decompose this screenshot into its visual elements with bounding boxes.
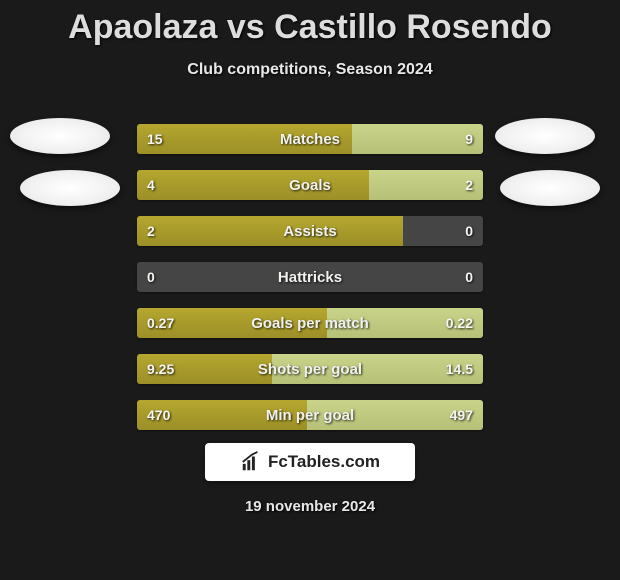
- date-label: 19 november 2024: [0, 498, 620, 515]
- stat-value-right: 2: [465, 170, 473, 200]
- stat-row: 0.27Goals per match0.22: [137, 308, 483, 338]
- stat-label: Hattricks: [137, 262, 483, 292]
- stat-row: 470Min per goal497: [137, 400, 483, 430]
- page-subtitle: Club competitions, Season 2024: [0, 61, 620, 79]
- stat-value-right: 14.5: [446, 354, 473, 384]
- stat-row: 4Goals2: [137, 170, 483, 200]
- stat-label: Goals: [137, 170, 483, 200]
- stat-value-right: 497: [450, 400, 473, 430]
- stat-label: Matches: [137, 124, 483, 154]
- brand-badge: FcTables.com: [205, 443, 415, 481]
- stat-row: 0Hattricks0: [137, 262, 483, 292]
- chart-icon: [240, 451, 262, 473]
- stat-label: Min per goal: [137, 400, 483, 430]
- page-title: Apaolaza vs Castillo Rosendo: [0, 0, 620, 47]
- stat-row: 2Assists0: [137, 216, 483, 246]
- stat-value-right: 9: [465, 124, 473, 154]
- decorative-ellipse: [495, 118, 595, 154]
- decorative-ellipse: [500, 170, 600, 206]
- stat-row: 15Matches9: [137, 124, 483, 154]
- decorative-ellipse: [10, 118, 110, 154]
- stat-label: Assists: [137, 216, 483, 246]
- comparison-chart: 15Matches94Goals22Assists00Hattricks00.2…: [137, 124, 483, 446]
- stat-value-right: 0: [465, 262, 473, 292]
- stat-label: Shots per goal: [137, 354, 483, 384]
- decorative-ellipse: [20, 170, 120, 206]
- brand-label: FcTables.com: [268, 452, 380, 472]
- stat-row: 9.25Shots per goal14.5: [137, 354, 483, 384]
- stat-value-right: 0.22: [446, 308, 473, 338]
- stat-value-right: 0: [465, 216, 473, 246]
- stat-label: Goals per match: [137, 308, 483, 338]
